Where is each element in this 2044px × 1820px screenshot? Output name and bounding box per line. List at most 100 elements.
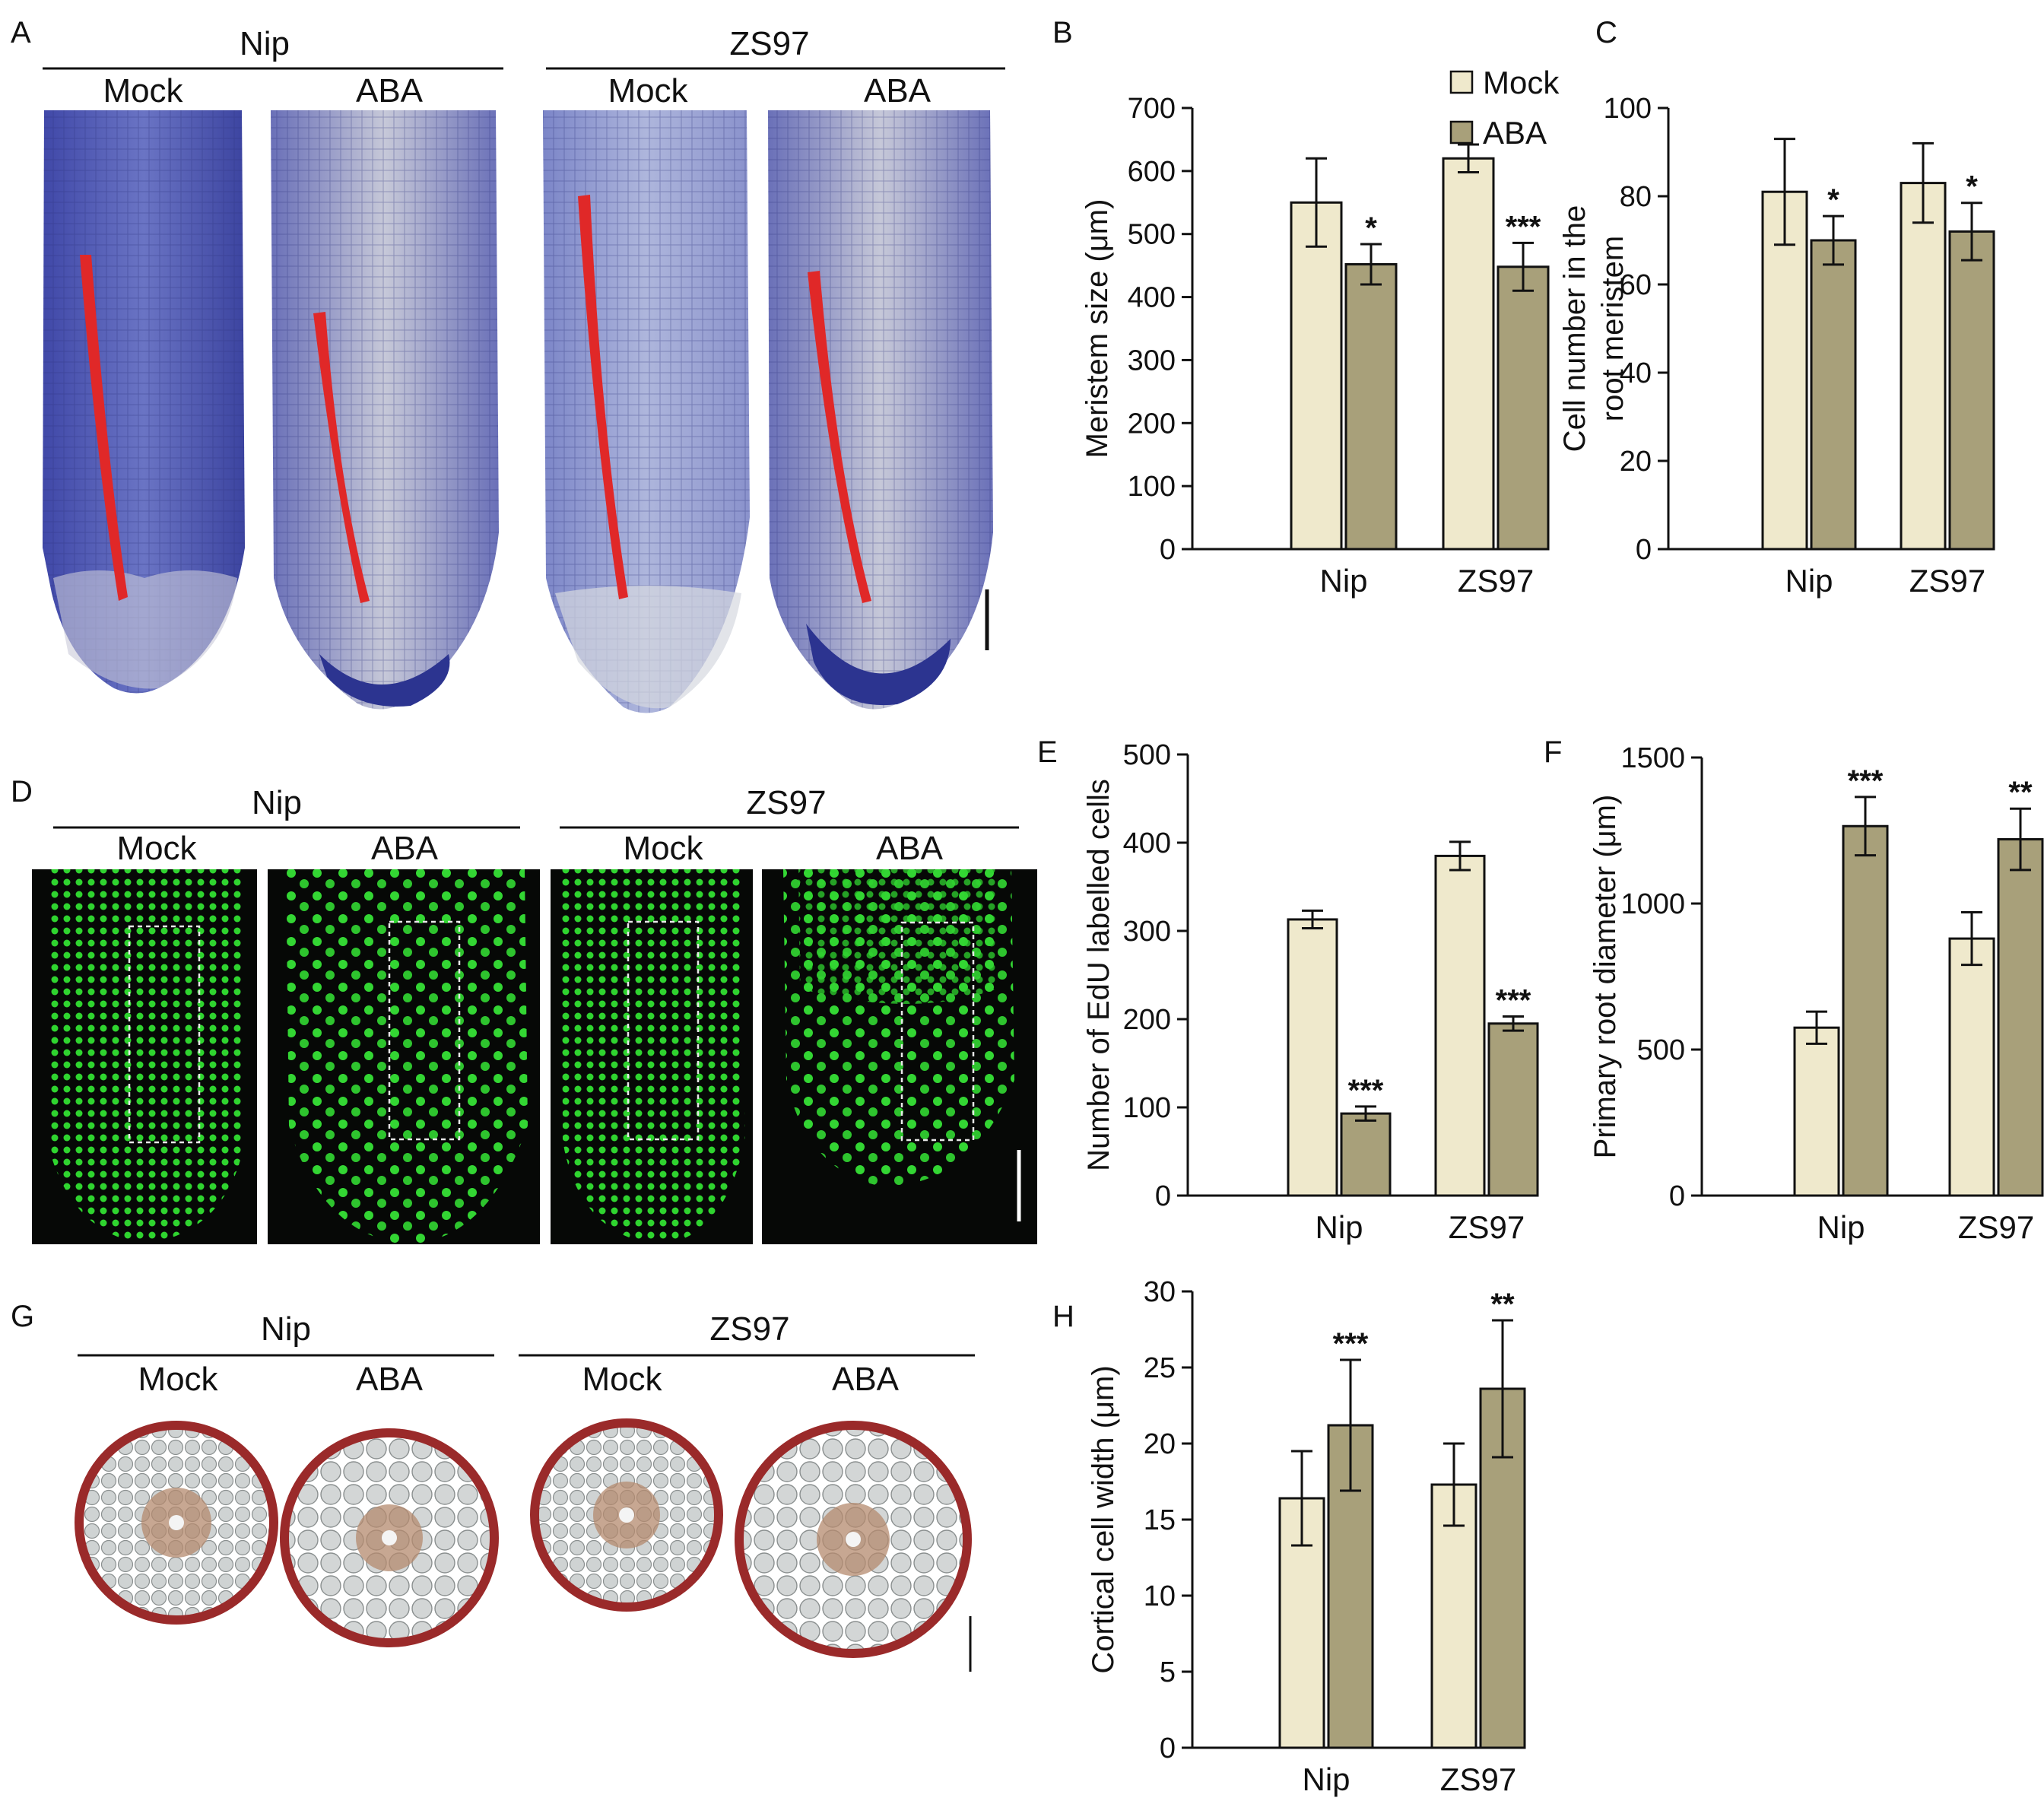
panel-d-condition-2: ABA <box>371 830 439 867</box>
panel-a-condition-2: ABA <box>356 72 424 110</box>
legend-swatch-aba <box>1449 120 1474 145</box>
bar-mock-zs97 <box>1434 854 1486 1197</box>
y-tick-label: 0 <box>1669 1180 1685 1212</box>
bar-mock-zs97 <box>1442 157 1495 551</box>
y-tick-label: 5 <box>1160 1656 1176 1688</box>
panel-d-genotype-zs97: ZS97 <box>746 784 826 821</box>
y-tick-label: 100 <box>1128 471 1176 503</box>
significance-aba-zs97: ** <box>2008 776 2033 809</box>
y-tick-label: 300 <box>1128 345 1176 376</box>
y-tick-label: 500 <box>1128 219 1176 251</box>
panel-letter-g: G <box>11 1300 34 1333</box>
x-tick-label-nip: Nip <box>1817 1209 1865 1245</box>
panel-d-condition-3: Mock <box>623 830 703 867</box>
panel-g-genotype-zs97: ZS97 <box>709 1310 789 1348</box>
panel-letter-f: F <box>1544 735 1562 769</box>
chart-meristem-size: 0 100 200 300 400 500 600 700 Meristem size (μm)… <box>1081 93 1550 599</box>
y-tick-label: 1000 <box>1620 888 1685 920</box>
panel-a-condition-3: Mock <box>608 72 688 110</box>
y-tick-label: 0 <box>1155 1180 1171 1212</box>
edu-image-zs97-mock <box>551 869 753 1244</box>
y-tick-label: 200 <box>1128 408 1176 440</box>
y-tick-label: 300 <box>1123 916 1171 948</box>
x-tick-label-zs97: ZS97 <box>1440 1761 1516 1797</box>
y-tick-label: 0 <box>1160 1733 1176 1764</box>
y-tick-label: 700 <box>1128 93 1176 125</box>
x-tick-label-nip: Nip <box>1302 1761 1350 1797</box>
bar-mock-nip <box>1287 918 1338 1197</box>
panel-a-condition-1: Mock <box>103 72 183 110</box>
panel-letter-h: H <box>1052 1300 1074 1333</box>
panel-g-condition-1: Mock <box>138 1361 218 1398</box>
y-axis-label: Primary root diameter (μm) <box>1589 795 1622 1159</box>
panel-d-genotype-nip: Nip <box>252 784 302 821</box>
bar-aba-zs97 <box>1948 230 1995 551</box>
bar-mock-zs97 <box>1430 1483 1477 1749</box>
significance-aba-nip: * <box>1365 211 1377 245</box>
bar-mock-nip <box>1793 1026 1840 1197</box>
y-tick-label: 80 <box>1620 181 1652 213</box>
significance-aba-nip: *** <box>1848 764 1884 798</box>
edu-image-zs97-aba <box>762 869 1037 1244</box>
root-tip-image-nip-mock <box>43 110 245 694</box>
panel-g: G Nip ZS97 Mock ABA Mock ABA <box>11 1300 975 1672</box>
bar-aba-nip <box>1810 239 1857 551</box>
panel-d: D Nip ZS97 Mock ABA Mock ABA <box>11 775 1037 1244</box>
y-axis-label: Cortical cell width (μm) <box>1087 1365 1120 1673</box>
bar-aba-zs97 <box>1496 265 1550 551</box>
panel-g-condition-3: Mock <box>582 1361 662 1398</box>
y-tick-label: 600 <box>1128 156 1176 188</box>
legend: Mock ABA <box>1449 65 1560 151</box>
chart-cell-number: 0 20 40 60 80 100 Cell number in the root meris… <box>1558 93 1995 599</box>
y-tick-label: 0 <box>1160 534 1176 566</box>
x-tick-label-zs97: ZS97 <box>1958 1209 2034 1245</box>
y-tick-label: 20 <box>1620 446 1652 478</box>
panel-g-genotype-nip: Nip <box>261 1310 311 1348</box>
y-tick-label: 500 <box>1123 739 1171 771</box>
y-tick-label: 400 <box>1128 282 1176 314</box>
bar-mock-nip <box>1290 201 1343 551</box>
cross-section-zs97-aba <box>735 1421 972 1658</box>
bar-aba-zs97 <box>1997 838 2044 1197</box>
panel-letter-d: D <box>11 775 33 808</box>
panel-g-condition-2: ABA <box>356 1361 424 1398</box>
panel-letter-c: C <box>1595 16 1617 49</box>
cross-section-nip-mock <box>75 1421 278 1625</box>
panel-d-condition-4: ABA <box>876 830 944 867</box>
x-tick-label-zs97: ZS97 <box>1909 563 1985 599</box>
y-tick-label: 0 <box>1636 534 1652 566</box>
panel-letter-b: B <box>1052 16 1073 49</box>
x-tick-label-zs97: ZS97 <box>1449 1209 1525 1245</box>
bar-aba-nip <box>1842 824 1889 1197</box>
x-tick-label-zs97: ZS97 <box>1458 563 1534 599</box>
y-axis-label: Meristem size (μm) <box>1081 199 1114 459</box>
y-tick-label: 40 <box>1620 357 1652 389</box>
panel-letter-e: E <box>1037 735 1058 769</box>
y-tick-label: 30 <box>1144 1276 1176 1308</box>
panel-a-genotype-zs97: ZS97 <box>729 25 809 62</box>
y-tick-label: 10 <box>1144 1580 1176 1612</box>
y-axis-label-line-1: Cell number in the <box>1558 205 1592 453</box>
x-tick-label-nip: Nip <box>1315 1209 1363 1245</box>
x-tick-label-nip: Nip <box>1319 563 1367 599</box>
significance-aba-nip: * <box>1827 183 1839 217</box>
panel-a-condition-4: ABA <box>864 72 932 110</box>
cross-section-nip-aba <box>280 1428 499 1647</box>
y-axis-label: Number of EdU labelled cells <box>1082 779 1116 1171</box>
significance-aba-nip: *** <box>1333 1327 1369 1361</box>
panel-a: A Nip ZS97 Mock ABA Mock ABA <box>11 16 1005 713</box>
edu-image-nip-mock <box>32 869 257 1244</box>
chart-primary-root-diameter: 0 500 1000 1500 Primary root diameter (μm) **… <box>1589 742 2044 1245</box>
y-tick-label: 15 <box>1144 1504 1176 1536</box>
y-tick-label: 100 <box>1604 93 1652 125</box>
legend-swatch-mock <box>1449 70 1474 94</box>
y-tick-label: 1500 <box>1620 742 1685 774</box>
bar-mock-zs97 <box>1948 937 1995 1197</box>
significance-aba-nip: *** <box>1348 1074 1384 1107</box>
panel-letter-a: A <box>11 16 31 49</box>
significance-aba-zs97: * <box>1966 170 1978 204</box>
y-tick-label: 100 <box>1123 1092 1171 1124</box>
edu-image-nip-aba <box>268 869 540 1244</box>
bar-aba-zs97 <box>1487 1022 1539 1197</box>
